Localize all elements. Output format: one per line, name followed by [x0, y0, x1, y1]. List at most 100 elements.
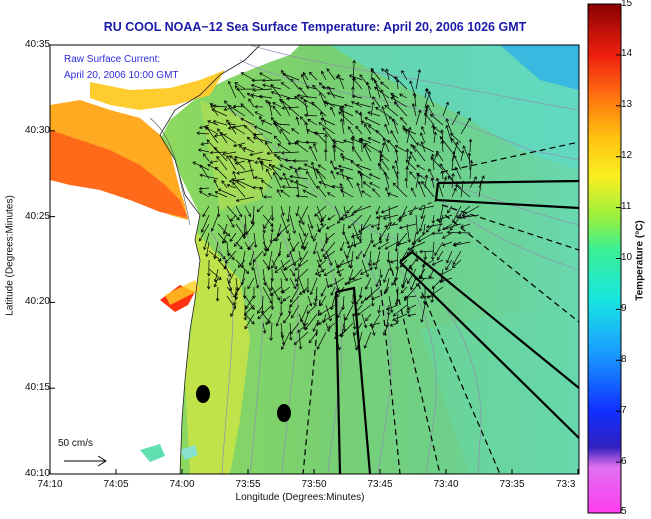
current-vector-arrow — [412, 92, 417, 108]
current-vector-arrow — [335, 259, 354, 268]
current-vector-arrow — [298, 205, 309, 224]
current-vector-arrow — [280, 151, 300, 155]
current-vector-arrow — [305, 140, 318, 145]
current-vector-arrow — [352, 146, 363, 162]
current-vector-arrow — [217, 223, 231, 237]
current-vector-arrow — [280, 205, 285, 217]
current-vector-arrow — [252, 136, 273, 144]
current-vector-arrow — [365, 81, 372, 99]
current-vector-arrow — [418, 214, 426, 232]
current-vector-arrow — [289, 214, 296, 234]
current-vector-arrow — [196, 131, 210, 135]
current-vector-arrow — [349, 250, 354, 269]
current-vector-arrow — [263, 241, 273, 257]
current-vector-arrow — [435, 177, 444, 198]
current-vector-arrow — [395, 241, 408, 247]
y-axis-label: Latitude (Degrees:Minutes) — [4, 195, 16, 316]
current-vector-arrow — [227, 124, 246, 130]
current-vector-arrow — [419, 295, 435, 299]
lat-tick-0: 40:35 — [24, 39, 50, 50]
current-vector-arrow — [280, 128, 291, 144]
current-vector-arrow — [450, 133, 462, 144]
lat-tick-1: 40:30 — [24, 125, 50, 136]
current-vector-arrow — [320, 117, 336, 126]
current-vector-arrow — [245, 223, 255, 236]
current-vector-arrow — [385, 232, 390, 243]
current-vector-arrow — [381, 105, 390, 126]
current-vector-arrow — [290, 78, 300, 90]
colorbar-ticks — [616, 3, 621, 514]
current-vector-arrow — [232, 295, 237, 306]
current-vector-arrow — [239, 144, 246, 153]
current-vector-arrow — [303, 313, 309, 327]
current-vector-arrow — [406, 126, 412, 144]
shrewsbury-patch — [165, 280, 200, 305]
current-vector-arrow — [260, 179, 273, 189]
current-vector-arrow — [273, 232, 282, 242]
current-vector-arrow — [281, 185, 300, 189]
current-vector-arrow — [377, 162, 390, 180]
current-vector-arrow — [289, 174, 309, 180]
current-vector-arrow — [233, 232, 246, 247]
current-vector-arrow — [452, 250, 462, 266]
current-vector-arrow — [371, 295, 381, 300]
current-vector-arrow — [401, 70, 408, 81]
colorbar-tick-10: 10 — [621, 252, 633, 263]
current-vector-arrow — [372, 241, 381, 247]
current-vector-arrow — [289, 322, 300, 335]
current-vector-arrow — [312, 142, 318, 153]
current-vector-arrow — [415, 109, 422, 126]
current-vector-arrow — [280, 189, 291, 198]
current-vector-arrow — [436, 150, 444, 162]
current-vector-arrow — [469, 159, 474, 180]
current-vector-arrow — [208, 268, 222, 280]
current-vector-arrow — [276, 188, 282, 198]
current-vector-arrow — [385, 304, 399, 311]
current-vector-arrow — [270, 295, 275, 311]
current-vector-arrow — [327, 85, 336, 99]
current-vector-arrow — [221, 180, 228, 189]
current-vector-arrow — [421, 125, 426, 135]
current-vector-arrow — [298, 250, 309, 267]
current-vector-arrow — [287, 141, 300, 146]
current-vector-arrow — [286, 241, 300, 258]
current-vector-arrow — [439, 136, 453, 153]
current-vector-arrow — [330, 170, 336, 180]
current-vector-arrow — [313, 295, 318, 307]
current-vector-arrow — [364, 123, 372, 135]
current-vector-arrow — [430, 153, 435, 171]
current-vector-arrow — [378, 232, 383, 244]
current-vector-arrow — [206, 259, 211, 277]
current-vector-arrow — [418, 205, 435, 211]
current-vector-arrow — [467, 152, 472, 171]
current-vector-arrow — [430, 156, 444, 171]
current-vector-arrow — [260, 162, 273, 171]
current-vector-arrow — [259, 72, 273, 81]
current-vector-arrow — [360, 295, 372, 304]
current-vector-arrow — [235, 179, 255, 189]
current-vector-arrow — [217, 250, 226, 260]
current-vector-arrow — [308, 71, 318, 81]
current-vector-arrow — [312, 241, 318, 255]
current-vector-arrow — [309, 277, 318, 296]
current-vector-arrow — [375, 214, 390, 220]
current-vector-arrow — [361, 190, 372, 198]
radar-coverage-lines — [302, 141, 579, 474]
current-vector-arrow — [272, 102, 282, 108]
current-vector-arrow — [369, 322, 381, 327]
current-vector-arrow — [355, 164, 372, 171]
current-vector-arrow — [343, 205, 348, 218]
current-vector-arrow — [421, 259, 435, 267]
current-vector-arrow — [312, 322, 318, 332]
current-vector-arrow — [273, 171, 282, 189]
current-vector-arrow — [287, 304, 292, 315]
current-vector-arrow — [372, 259, 381, 266]
current-vector-arrow — [226, 183, 237, 189]
current-vector-arrow — [426, 223, 444, 229]
current-vector-arrow — [302, 189, 318, 198]
current-vector-arrow — [234, 286, 239, 301]
current-vector-arrow — [358, 286, 363, 299]
current-vector-arrow — [325, 232, 336, 241]
current-vector-arrow — [460, 223, 471, 228]
current-vector-arrow — [388, 295, 394, 314]
